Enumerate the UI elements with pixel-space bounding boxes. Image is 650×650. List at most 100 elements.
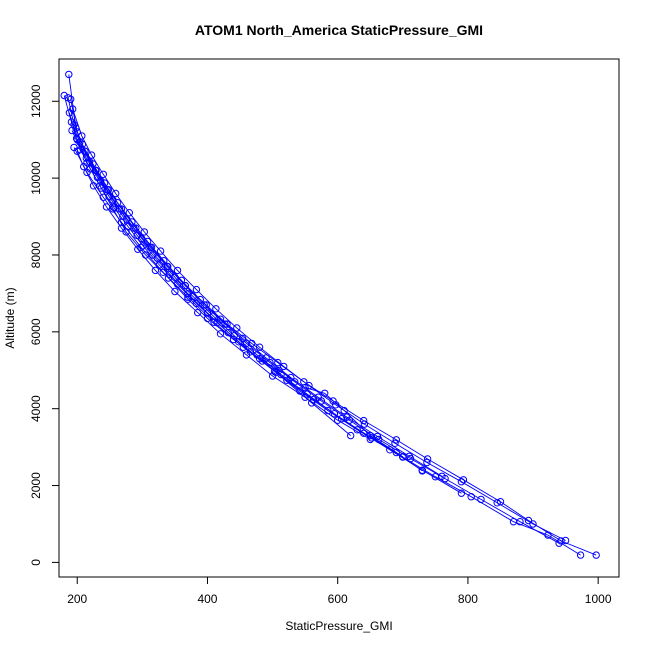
- data-point: [72, 124, 80, 132]
- data-point: [321, 389, 329, 397]
- data-point: [438, 472, 446, 480]
- series-line: [76, 151, 371, 440]
- series-line: [67, 97, 443, 477]
- data-point: [65, 109, 74, 117]
- y-axis: 0 2000 4000 6000 8000 10000 12000: [29, 84, 60, 566]
- data-point: [477, 495, 485, 504]
- data-point: [399, 453, 407, 461]
- y-tick-label: 0: [29, 559, 43, 566]
- data-point: [242, 351, 251, 359]
- data-point: [109, 205, 117, 213]
- data-point: [140, 228, 149, 236]
- data-point: [274, 358, 282, 367]
- data-point: [134, 245, 142, 253]
- data-point: [555, 539, 563, 547]
- data-point: [576, 551, 585, 559]
- data-point: [524, 516, 533, 525]
- data-point: [160, 257, 168, 265]
- y-tick-label: 12000: [29, 84, 43, 118]
- data-point: [334, 416, 342, 424]
- data-point: [159, 268, 167, 276]
- data-point: [117, 224, 126, 232]
- data-point: [314, 393, 322, 401]
- data-point: [366, 435, 374, 444]
- data-point: [457, 489, 466, 497]
- data-point: [73, 147, 81, 155]
- data-point: [65, 70, 73, 79]
- y-axis-label: Altitude (m): [3, 287, 17, 348]
- data-point: [212, 305, 220, 313]
- data-point: [493, 499, 501, 507]
- data-point: [233, 324, 241, 332]
- data-point: [561, 536, 570, 545]
- data-point: [83, 168, 91, 177]
- data-point: [347, 431, 355, 440]
- x-tick-label: 600: [328, 592, 348, 606]
- x-axis: 200 400 600 800 1000: [67, 576, 612, 606]
- data-point: [275, 366, 283, 374]
- data-point: [301, 383, 309, 392]
- plot-area: [60, 70, 600, 559]
- series-line: [76, 139, 404, 458]
- series-10: [73, 147, 374, 444]
- data-point: [343, 413, 351, 421]
- data-point: [229, 335, 238, 344]
- series-line: [72, 108, 566, 541]
- data-point: [330, 410, 339, 418]
- data-point: [125, 209, 134, 217]
- data-point: [308, 399, 316, 407]
- data-point: [287, 373, 295, 382]
- data-point: [80, 162, 88, 171]
- series-line: [73, 147, 351, 436]
- data-point: [337, 415, 346, 423]
- data-point: [423, 455, 432, 463]
- data-point: [184, 293, 192, 301]
- data-point: [196, 295, 205, 304]
- data-point: [592, 551, 600, 559]
- data-point: [149, 251, 157, 259]
- data-point: [194, 308, 202, 317]
- data-point: [133, 231, 141, 240]
- data-point: [238, 334, 247, 343]
- x-tick-label: 1000: [585, 592, 612, 606]
- x-tick-label: 200: [67, 592, 87, 606]
- data-point: [516, 518, 524, 526]
- data-point: [171, 287, 179, 296]
- data-point: [457, 478, 466, 486]
- data-point: [192, 285, 201, 294]
- y-tick-label: 4000: [29, 395, 43, 422]
- data-point: [102, 203, 111, 211]
- data-point: [239, 343, 248, 351]
- data-point: [200, 301, 208, 309]
- data-point: [529, 520, 537, 528]
- data-point: [301, 393, 309, 401]
- data-point: [360, 420, 369, 428]
- data-point: [202, 301, 210, 309]
- data-point: [112, 189, 120, 198]
- data-point: [392, 448, 400, 457]
- data-point: [60, 91, 68, 100]
- data-point: [122, 228, 130, 236]
- x-tick-label: 400: [197, 592, 217, 606]
- y-tick-label: 6000: [29, 318, 43, 345]
- data-point: [73, 136, 81, 144]
- data-point: [255, 355, 264, 363]
- data-point: [423, 458, 431, 467]
- data-point: [270, 367, 279, 376]
- data-point: [366, 431, 374, 440]
- x-tick-label: 800: [458, 592, 478, 606]
- data-point: [255, 343, 264, 351]
- data-point: [216, 330, 225, 338]
- data-point: [184, 295, 192, 303]
- y-tick-label: 8000: [29, 241, 43, 268]
- data-point: [210, 318, 218, 326]
- data-point: [164, 274, 173, 282]
- data-point: [340, 406, 348, 415]
- data-point: [166, 270, 174, 278]
- data-point: [392, 436, 400, 444]
- data-point: [99, 170, 108, 179]
- data-point: [418, 466, 426, 474]
- y-tick-label: 2000: [29, 472, 43, 499]
